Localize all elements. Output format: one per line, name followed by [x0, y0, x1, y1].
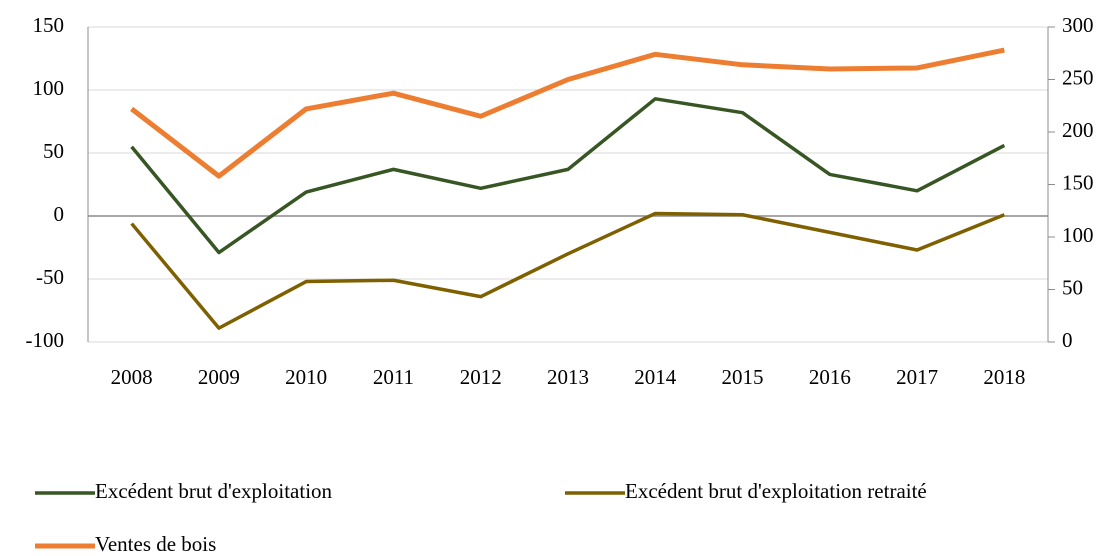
y-tick-label: 100 [33, 76, 65, 100]
x-tick-label: 2010 [285, 365, 327, 389]
legend-label: Excédent brut d'exploitation [95, 479, 333, 503]
series-line [130, 211, 1006, 330]
y-tick-label: 150 [33, 13, 65, 37]
x-tick-label: 2009 [198, 365, 240, 389]
y2-tick-label: 0 [1062, 328, 1073, 352]
legend-label: Ventes de bois [95, 532, 216, 556]
y2-tick-label: 100 [1062, 223, 1094, 247]
legend-label: Excédent brut d'exploitation retraité [625, 479, 927, 503]
y2-tick-label: 200 [1062, 118, 1094, 142]
x-tick-label: 2008 [111, 365, 153, 389]
y2-tick-label: 250 [1062, 65, 1094, 89]
y-tick-label: 0 [54, 202, 65, 226]
x-tick-label: 2014 [634, 365, 677, 389]
x-tick-label: 2017 [896, 365, 938, 389]
x-tick-label: 2011 [373, 365, 414, 389]
y2-tick-label: 150 [1062, 170, 1094, 194]
x-tick-label: 2015 [722, 365, 764, 389]
series-line [130, 97, 1006, 255]
x-tick-label: 2016 [809, 365, 851, 389]
y-tick-label: -50 [36, 265, 64, 289]
y2-tick-label: 50 [1062, 275, 1083, 299]
y2-tick-label: 300 [1062, 13, 1094, 37]
x-tick-label: 2013 [547, 365, 589, 389]
y-tick-label: -100 [26, 328, 65, 352]
x-tick-label: 2018 [983, 365, 1025, 389]
x-tick-label: 2012 [460, 365, 502, 389]
y-tick-label: 50 [43, 139, 64, 163]
series-line [130, 47, 1005, 179]
